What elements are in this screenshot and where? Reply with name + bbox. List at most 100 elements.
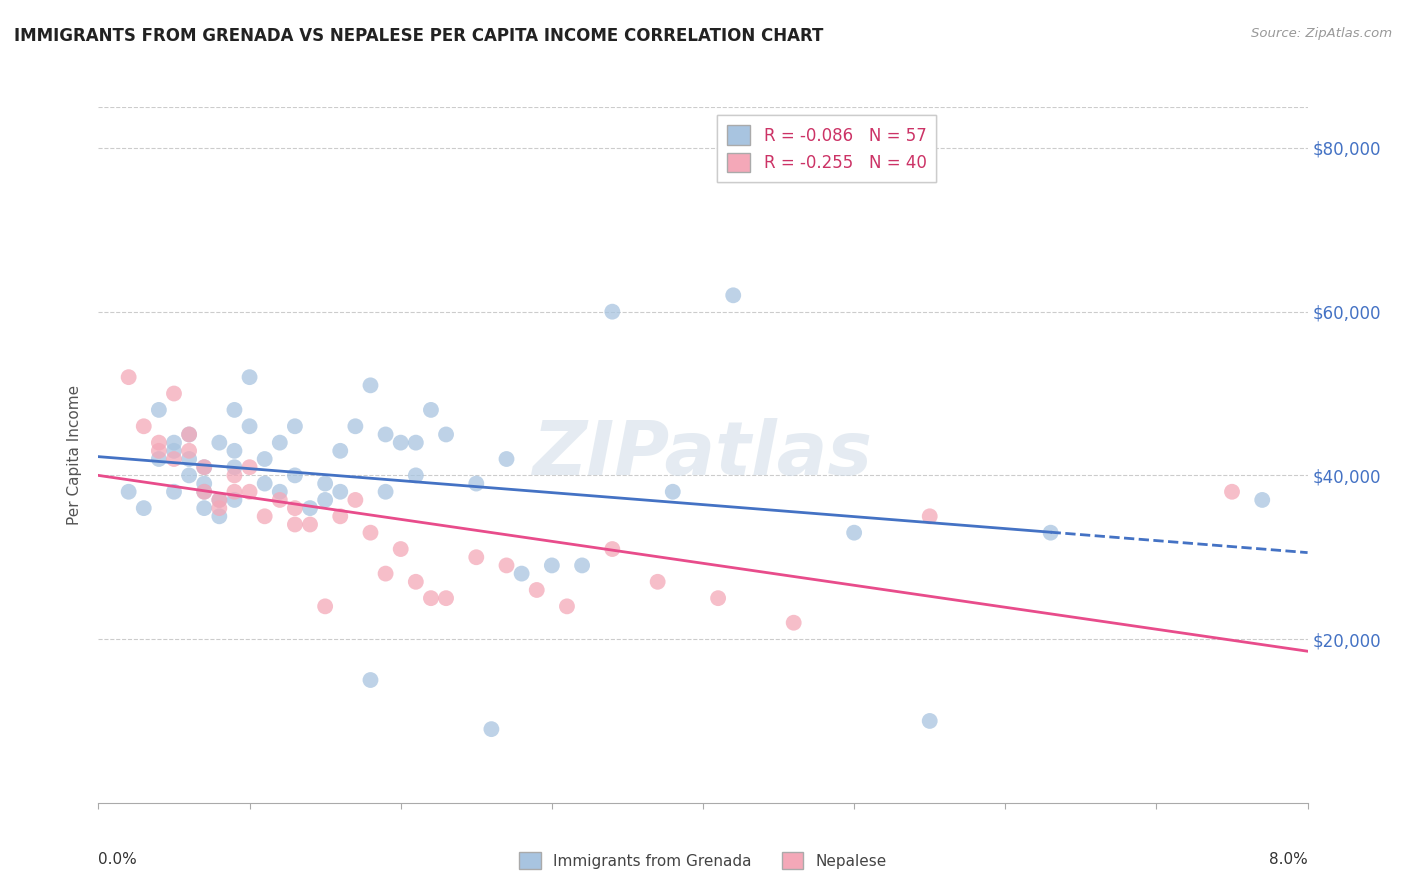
Point	[253, 509, 276, 524]
Point	[360, 378, 382, 392]
Point	[239, 370, 262, 384]
Point	[163, 386, 186, 401]
Point	[314, 492, 336, 507]
Point	[329, 509, 352, 524]
Point	[193, 476, 215, 491]
Point	[179, 443, 201, 458]
Legend: Immigrants from Grenada, Nepalese: Immigrants from Grenada, Nepalese	[513, 846, 893, 875]
Point	[783, 615, 806, 630]
Point	[224, 443, 246, 458]
Point	[193, 484, 215, 499]
Point	[224, 468, 246, 483]
Point	[163, 484, 186, 499]
Text: 8.0%: 8.0%	[1268, 852, 1308, 866]
Point	[284, 501, 307, 516]
Point	[374, 566, 396, 581]
Point	[647, 574, 669, 589]
Point	[374, 427, 396, 442]
Point	[405, 468, 427, 483]
Point	[329, 443, 352, 458]
Point	[179, 427, 201, 442]
Point	[208, 492, 231, 507]
Point	[179, 452, 201, 467]
Point	[253, 452, 276, 467]
Point	[284, 419, 307, 434]
Point	[723, 288, 745, 302]
Point	[208, 509, 231, 524]
Point	[163, 435, 186, 450]
Point	[269, 492, 291, 507]
Point	[360, 673, 382, 687]
Point	[193, 460, 215, 475]
Point	[420, 403, 443, 417]
Text: IMMIGRANTS FROM GRENADA VS NEPALESE PER CAPITA INCOME CORRELATION CHART: IMMIGRANTS FROM GRENADA VS NEPALESE PER …	[14, 27, 824, 45]
Point	[148, 443, 170, 458]
Point	[602, 304, 624, 318]
Point	[707, 591, 730, 606]
Point	[179, 427, 201, 442]
Point	[239, 460, 262, 475]
Point	[148, 435, 170, 450]
Point	[405, 435, 427, 450]
Point	[389, 435, 412, 450]
Point	[571, 558, 593, 573]
Point	[389, 542, 412, 557]
Point	[163, 452, 186, 467]
Point	[224, 403, 246, 417]
Point	[208, 492, 231, 507]
Point	[541, 558, 564, 573]
Point	[329, 484, 352, 499]
Point	[224, 460, 246, 475]
Point	[193, 460, 215, 475]
Point	[918, 714, 941, 728]
Text: 0.0%: 0.0%	[98, 852, 138, 866]
Point	[269, 484, 291, 499]
Point	[314, 476, 336, 491]
Point	[495, 452, 517, 467]
Point	[163, 443, 186, 458]
Point	[148, 452, 170, 467]
Point	[118, 484, 141, 499]
Point	[253, 476, 276, 491]
Point	[526, 582, 548, 597]
Point	[555, 599, 578, 614]
Point	[465, 476, 488, 491]
Point	[132, 501, 155, 516]
Point	[269, 435, 291, 450]
Point	[602, 542, 624, 557]
Point	[118, 370, 141, 384]
Point	[844, 525, 866, 540]
Point	[208, 501, 231, 516]
Y-axis label: Per Capita Income: Per Capita Income	[67, 384, 83, 525]
Text: ZIPatlas: ZIPatlas	[533, 418, 873, 491]
Point	[284, 468, 307, 483]
Point	[1039, 525, 1062, 540]
Point	[510, 566, 533, 581]
Point	[314, 599, 336, 614]
Point	[179, 468, 201, 483]
Point	[299, 517, 322, 532]
Point	[239, 419, 262, 434]
Point	[299, 501, 322, 516]
Point	[193, 484, 215, 499]
Point	[918, 509, 941, 524]
Point	[148, 403, 170, 417]
Point	[344, 419, 367, 434]
Point	[224, 484, 246, 499]
Point	[239, 484, 262, 499]
Point	[344, 492, 367, 507]
Point	[208, 435, 231, 450]
Point	[1251, 492, 1274, 507]
Point	[132, 419, 155, 434]
Text: Source: ZipAtlas.com: Source: ZipAtlas.com	[1251, 27, 1392, 40]
Point	[434, 427, 457, 442]
Point	[374, 484, 396, 499]
Point	[434, 591, 457, 606]
Point	[1220, 484, 1243, 499]
Point	[224, 492, 246, 507]
Point	[420, 591, 443, 606]
Point	[193, 501, 215, 516]
Point	[360, 525, 382, 540]
Point	[284, 517, 307, 532]
Point	[662, 484, 685, 499]
